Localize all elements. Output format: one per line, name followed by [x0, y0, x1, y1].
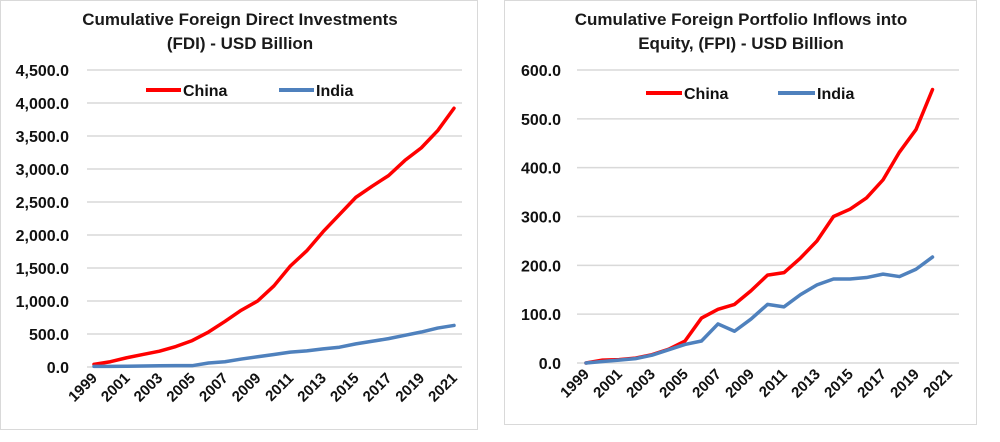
fdi-y-tick-label: 2,000.0 — [16, 228, 69, 245]
fpi-y-tick-label: 300.0 — [521, 210, 561, 227]
fdi-x-tick-label: 2021 — [425, 370, 461, 406]
fpi-x-tick-label: 2007 — [689, 366, 725, 402]
fdi-x-tick-label: 2013 — [294, 370, 330, 406]
fpi-line-chart: Cumulative Foreign Portfolio Inflows int… — [521, 10, 959, 402]
fpi-x-tick-label: 2011 — [756, 366, 791, 401]
fdi-x-tick-label: 2001 — [98, 370, 134, 406]
fdi-x-tick-label: 2007 — [196, 370, 232, 406]
fdi-chart-panel: Cumulative Foreign Direct Investments (F… — [0, 0, 478, 430]
fdi-x-tick-label: 2015 — [327, 370, 363, 406]
fdi-y-tick-label: 3,000.0 — [16, 162, 69, 179]
fpi-y-tick-label: 500.0 — [521, 112, 561, 129]
fpi-series-line-india — [584, 255, 935, 365]
fpi-y-tick-label: 0.0 — [539, 356, 561, 373]
fdi-y-tick-label: 1,500.0 — [16, 261, 69, 278]
fpi-x-tick-label: 2013 — [788, 366, 824, 402]
fdi-series-line-india — [92, 323, 456, 369]
fdi-x-tick-label: 2011 — [262, 370, 297, 405]
fdi-series-line-china — [92, 106, 456, 367]
fdi-legend: China India — [146, 83, 353, 100]
fpi-y-tick-label: 200.0 — [521, 258, 561, 275]
fpi-x-tick-label: 2009 — [722, 366, 758, 402]
fpi-chart-title-line-1: Cumulative Foreign Portfolio Inflows int… — [575, 10, 907, 29]
fpi-legend: China India — [646, 86, 854, 103]
fdi-chart-title-line-2: (FDI) - USD Billion — [167, 34, 313, 53]
fdi-x-tick-label: 2019 — [392, 370, 428, 406]
fdi-line-chart: Cumulative Foreign Direct Investments (F… — [16, 10, 462, 406]
fpi-x-tick-label: 2005 — [656, 366, 692, 402]
fdi-y-tick-label: 500.0 — [29, 327, 69, 344]
fdi-y-tick-label: 0.0 — [47, 360, 69, 377]
fdi-y-tick-label: 4,500.0 — [16, 63, 69, 80]
fdi-x-tick-label: 1999 — [65, 370, 101, 406]
fdi-y-tick-label: 3,500.0 — [16, 129, 69, 146]
fpi-y-tick-label: 100.0 — [521, 307, 561, 324]
fpi-legend-india-label: India — [817, 86, 854, 103]
fpi-x-tick-label: 1999 — [557, 366, 593, 402]
fpi-x-tick-label: 2021 — [920, 366, 956, 402]
fpi-x-tick-label: 2019 — [887, 366, 923, 402]
fdi-y-tick-label: 2,500.0 — [16, 195, 69, 212]
fpi-y-tick-label: 400.0 — [521, 161, 561, 178]
fdi-x-tick-label: 2005 — [163, 370, 199, 406]
fpi-legend-china-label: China — [684, 86, 729, 103]
fdi-x-tick-label: 2009 — [229, 370, 265, 406]
fpi-x-tick-label: 2003 — [623, 366, 659, 402]
fpi-series-line-china — [584, 87, 935, 365]
fpi-x-tick-label: 2017 — [854, 366, 890, 402]
fdi-x-tick-label: 2003 — [131, 370, 167, 406]
fdi-chart-title-line-1: Cumulative Foreign Direct Investments — [82, 10, 398, 29]
fpi-y-tick-label: 600.0 — [521, 63, 561, 80]
fpi-x-tick-label: 2015 — [821, 366, 857, 402]
fdi-legend-china-label: China — [183, 83, 228, 100]
fdi-x-tick-label: 2017 — [360, 370, 396, 406]
fdi-legend-india-label: India — [316, 83, 353, 100]
fpi-chart-panel: Cumulative Foreign Portfolio Inflows int… — [504, 0, 977, 425]
fdi-y-tick-label: 1,000.0 — [16, 294, 69, 311]
fpi-chart-title-line-2: Equity, (FPI) - USD Billion — [638, 34, 844, 53]
fdi-y-tick-label: 4,000.0 — [16, 96, 69, 113]
fpi-x-tick-label: 2001 — [590, 366, 626, 402]
